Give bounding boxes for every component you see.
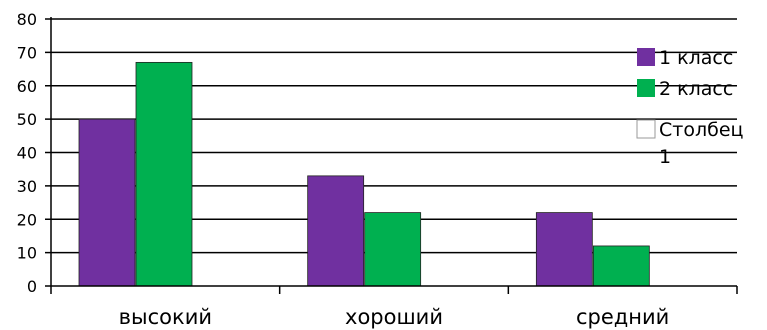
legend-label-3: Столбец	[659, 119, 744, 141]
legend-swatch-2	[637, 79, 655, 97]
legend-swatch-3	[636, 119, 656, 139]
bar-1-1	[78, 118, 136, 287]
x-tick-label: высокий	[119, 305, 212, 329]
bar-1-2	[307, 175, 365, 287]
y-axis-ticks: 0 10 20 30 40 50 60 70 80	[17, 10, 37, 296]
x-tick-label: хороший	[345, 305, 443, 329]
y-tick-label: 30	[17, 177, 37, 196]
legend: 1 класс 2 класс Столбец 1	[636, 47, 744, 168]
bars	[78, 61, 650, 287]
y-tick-label: 20	[17, 210, 37, 229]
bar-2-2	[364, 212, 422, 287]
y-tick-label: 10	[17, 244, 37, 263]
y-tick-label: 70	[17, 43, 37, 62]
y-tick-label: 80	[17, 10, 37, 29]
bar-2-3	[592, 245, 650, 287]
y-tick-label: 50	[17, 110, 37, 129]
legend-label-2: 2 класс	[659, 78, 733, 100]
axes	[45, 17, 738, 294]
x-tick-label: средний	[576, 305, 669, 329]
x-axis-ticks: высокий хороший средний	[119, 305, 670, 329]
y-tick-label: 0	[27, 277, 37, 296]
y-tick-label: 40	[17, 144, 37, 163]
y-tick-label: 60	[17, 77, 37, 96]
bar-2-1	[135, 61, 193, 287]
bar-1-3	[535, 212, 593, 287]
legend-label-3: 1	[659, 146, 671, 168]
legend-label-1: 1 класс	[659, 47, 733, 69]
legend-swatch-1	[637, 48, 655, 66]
